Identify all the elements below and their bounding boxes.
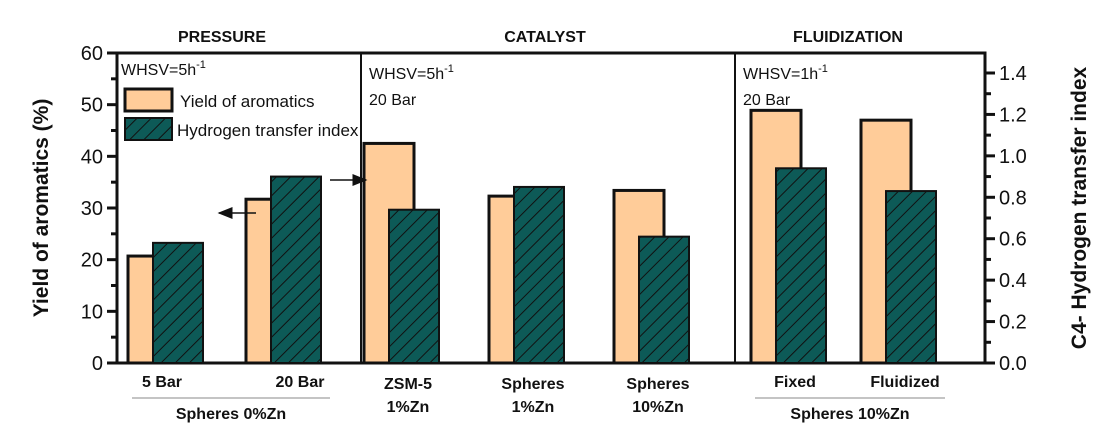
superscript: -1 (196, 59, 206, 71)
group-label: Spheres 0%Zn (176, 406, 286, 423)
section-note-pressure: 20 Bar (369, 92, 417, 109)
right-tick-label: 1.2 (999, 104, 1027, 126)
right-tick-label: 0.6 (999, 229, 1027, 251)
category-label: 1%Zn (512, 399, 555, 416)
bar-hydrogen-transfer-index (638, 235, 690, 364)
legend-label-hydrogen: Hydrogen transfer index (177, 121, 359, 140)
category-label: ZSM-5 (384, 376, 432, 393)
group-label: Spheres 10%Zn (790, 406, 909, 423)
left-tick-label: 50 (81, 95, 103, 117)
section-note-whsv: WHSV=5h-1 (121, 59, 206, 79)
annotations (217, 174, 368, 219)
section-title: FLUIDIZATION (793, 29, 903, 46)
left-tick-label: 10 (81, 301, 103, 323)
superscript: -1 (818, 63, 828, 75)
sections: PRESSURE WHSV=5h-1 Spheres 0%Zn CATALYST WHS… (121, 29, 945, 423)
left-axis-title: Yield of aromatics (%) (30, 99, 53, 318)
right-tick-label: 0.0 (999, 353, 1027, 375)
right-tick-label: 0.2 (999, 312, 1027, 334)
category-label: Spheres (501, 376, 564, 393)
bar-hydrogen-transfer-index (775, 167, 827, 364)
section-note-whsv: WHSV=5h-1 (369, 63, 454, 83)
category-label: 1%Zn (387, 399, 430, 416)
section-note-pressure: 20 Bar (743, 92, 791, 109)
legend-swatch-yield (123, 87, 174, 113)
left-tick-label: 0 (92, 353, 103, 375)
left-tick-label: 40 (81, 146, 103, 168)
right-axis: 0.0 0.2 0.4 0.6 0.8 1.0 1.2 1.4 (985, 63, 1027, 375)
right-axis-title: C4- Hydrogen transfer index (1068, 66, 1091, 349)
category-label: 20 Bar (276, 374, 325, 391)
right-tick-label: 1.0 (999, 146, 1027, 168)
section-note-whsv: WHSV=1h-1 (743, 63, 828, 83)
category-label: 5 Bar (142, 374, 182, 391)
category-label: Fluidized (870, 374, 939, 391)
left-tick-label: 30 (81, 198, 103, 220)
category-label: Fixed (774, 374, 816, 391)
left-axis: 0 10 20 30 40 50 60 (81, 43, 117, 375)
left-tick-label: 20 (81, 250, 103, 272)
bar-hydrogen-transfer-index (388, 208, 440, 364)
legend: Yield of aromatics Hydrogen transfer inde… (123, 87, 359, 141)
right-tick-label: 0.8 (999, 187, 1027, 209)
bar-hydrogen-transfer-index (152, 241, 204, 365)
bar-hydrogen-transfer-index (270, 175, 322, 364)
bar-hydrogen-transfer-index (513, 185, 565, 364)
legend-swatch-hydrogen (124, 117, 173, 141)
bars (126, 108, 937, 365)
section-title: PRESSURE (178, 29, 266, 46)
right-tick-label: 0.4 (999, 270, 1027, 292)
category-labels: 5 Bar 20 Bar ZSM-5 1%Zn Spheres 1%Zn Spheres 10… (142, 374, 940, 416)
bar-hydrogen-transfer-index (885, 190, 937, 364)
superscript: -1 (444, 63, 454, 75)
legend-label-yield: Yield of aromatics (180, 92, 314, 111)
left-tick-label: 60 (81, 43, 103, 65)
section-title: CATALYST (504, 29, 586, 46)
right-tick-label: 1.4 (999, 63, 1027, 85)
category-label: 10%Zn (632, 399, 684, 416)
category-label: Spheres (626, 376, 689, 393)
